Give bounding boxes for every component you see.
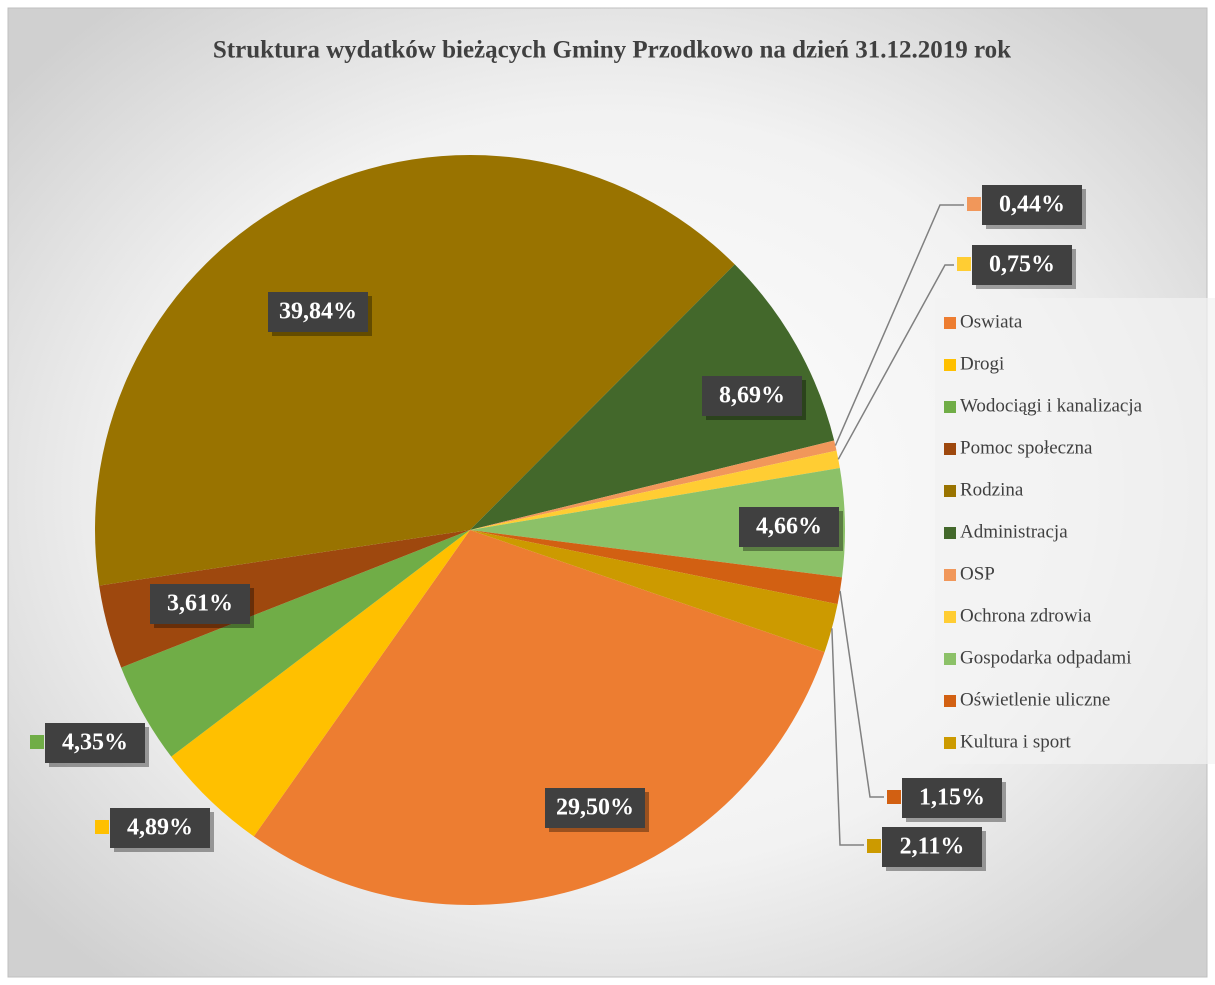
legend-swatch [944, 611, 956, 623]
pie-slice [470, 530, 842, 605]
legend-label: Rodzina [960, 479, 1024, 500]
data-label: 4,35% [62, 730, 128, 756]
leader-line [837, 264, 954, 460]
label-box [902, 778, 1002, 818]
data-label: 0,44% [999, 192, 1065, 218]
legend-swatch [944, 401, 956, 413]
label-marker [30, 735, 44, 749]
legend-label: Oswiata [960, 311, 1023, 332]
data-label: 1,15% [919, 785, 985, 811]
leader-line [834, 204, 964, 446]
data-label: 39,84% [279, 299, 357, 325]
label-box [982, 185, 1082, 225]
label-box [110, 808, 210, 848]
pie-slice [253, 530, 825, 905]
pie-slice [470, 468, 846, 578]
label-box [45, 723, 145, 763]
legend-swatch [944, 485, 956, 497]
pie-slice [95, 154, 735, 586]
legend-label: Kultura i sport [960, 731, 1072, 752]
data-label: 4,89% [127, 815, 193, 841]
legend-swatch [944, 737, 956, 749]
legend-swatch [944, 443, 956, 455]
legend-swatch [944, 359, 956, 371]
data-label: 4,66% [756, 514, 822, 540]
label-box [268, 292, 368, 332]
legend-label: Gospodarka odpadami [960, 647, 1131, 668]
label-box [545, 788, 645, 828]
label-marker [887, 790, 901, 804]
legend-swatch [944, 695, 956, 707]
pie-slice [470, 440, 837, 530]
pie-slice [470, 530, 838, 653]
legend-swatch [944, 527, 956, 539]
data-label: 2,11% [900, 834, 965, 860]
leader-line [839, 590, 884, 798]
pie-slice [99, 530, 470, 668]
legend-label: Oświetlenie uliczne [960, 689, 1110, 710]
data-label: 29,50% [556, 795, 634, 821]
pie-slice [470, 264, 835, 530]
label-box [702, 376, 802, 416]
legend-label: Drogi [960, 353, 1004, 374]
pie-slice [470, 450, 840, 530]
data-label: 3,61% [167, 591, 233, 617]
label-box [882, 827, 982, 867]
label-marker [957, 257, 971, 271]
legend-swatch [944, 653, 956, 665]
legend-label: Ochrona zdrowia [960, 605, 1092, 626]
legend-label: Pomoc społeczna [960, 437, 1093, 458]
pie-slice [171, 530, 471, 837]
legend-swatch [944, 569, 956, 581]
legend-label: OSP [960, 563, 995, 584]
legend-label: Administracja [960, 521, 1068, 542]
legend-label: Wodociągi i kanalizacja [960, 395, 1143, 416]
chart-title: Struktura wydatków bieżących Gminy Przod… [213, 37, 1011, 64]
data-label: 0,75% [989, 252, 1055, 278]
label-marker [867, 839, 881, 853]
label-box [972, 245, 1072, 285]
label-marker [967, 197, 981, 211]
data-label: 8,69% [719, 383, 785, 409]
pie-slice [121, 530, 470, 757]
label-box [150, 584, 250, 624]
legend-box [935, 298, 1215, 764]
label-marker [95, 820, 109, 834]
leader-line [831, 628, 864, 846]
label-box [739, 507, 839, 547]
legend-swatch [944, 317, 956, 329]
